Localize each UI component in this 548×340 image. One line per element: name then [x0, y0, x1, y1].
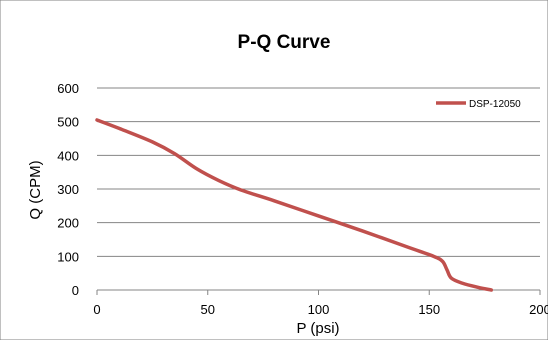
y-axis-label: Q (CPM) — [27, 160, 44, 219]
y-tick-label: 500 — [57, 115, 79, 130]
y-tick-label: 400 — [57, 148, 79, 163]
y-tick-label: 300 — [57, 182, 79, 197]
chart-title: P-Q Curve — [238, 32, 331, 53]
x-tick-label: 50 — [201, 302, 215, 317]
series-layer — [95, 118, 494, 292]
x-tick-label: 100 — [308, 302, 330, 317]
legend: DSP-12050 — [436, 99, 521, 110]
x-axis-label: P (psi) — [296, 320, 339, 337]
legend-label: DSP-12050 — [469, 99, 521, 110]
x-tick-label: 200 — [529, 302, 548, 317]
x-tick-label: 150 — [418, 302, 440, 317]
y-tick-label: 200 — [57, 216, 79, 231]
series-line-dsp-12050 — [95, 118, 494, 292]
y-tick-label: 600 — [57, 81, 79, 96]
grid-layer — [97, 87, 540, 257]
x-tick-label: 0 — [93, 302, 100, 317]
y-tick-label: 100 — [57, 249, 79, 264]
axis-layer: 0 100 200 300 400 500 600 0 50 100 150 200 — [57, 81, 548, 317]
y-tick-label: 0 — [72, 283, 79, 298]
